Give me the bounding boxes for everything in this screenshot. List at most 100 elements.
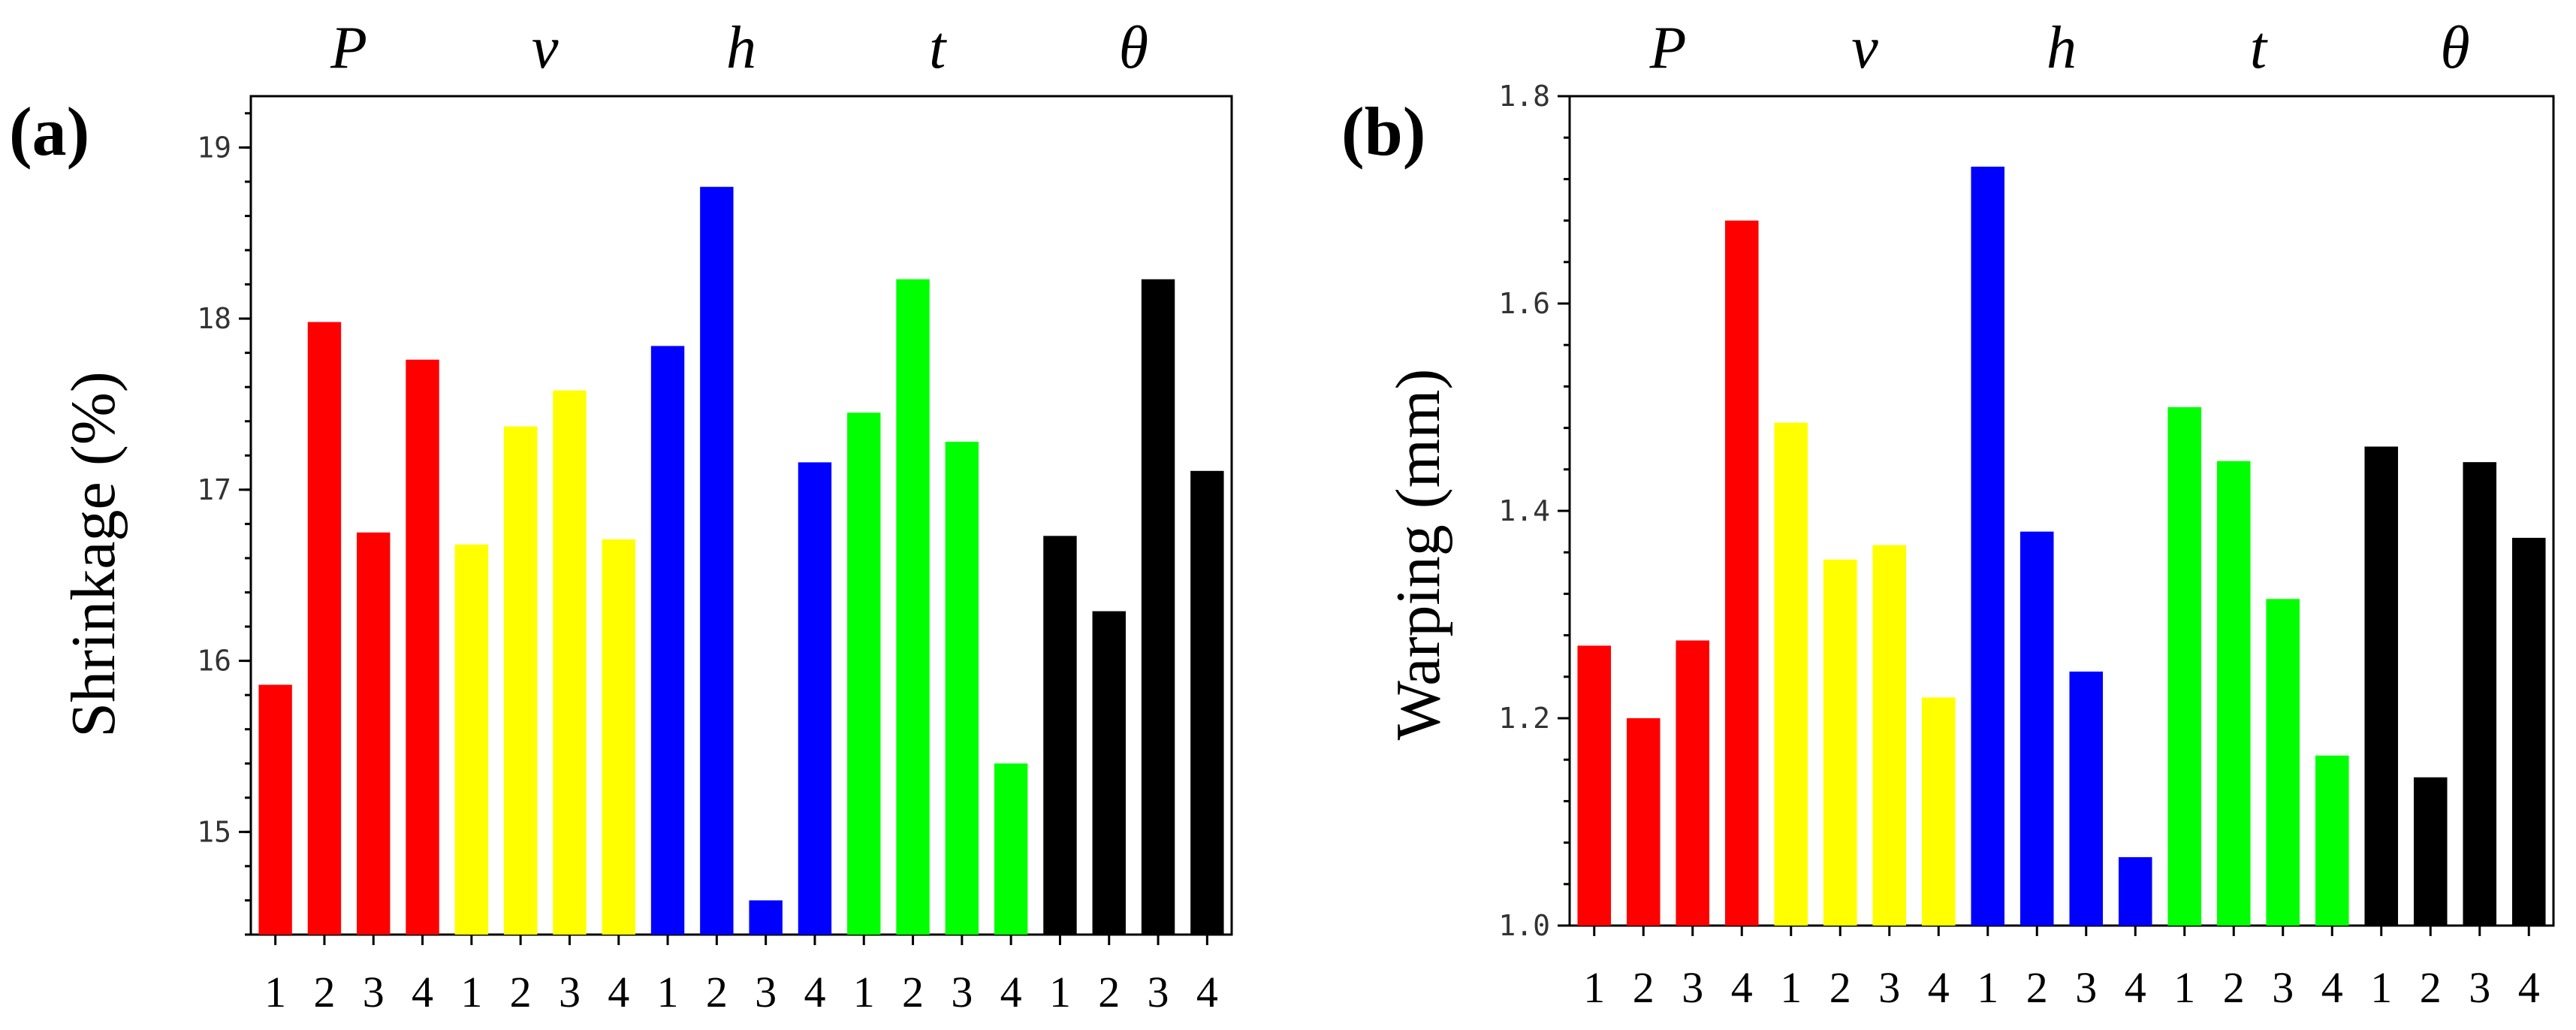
- chart-b-x-tick-label: 4: [2125, 963, 2146, 1012]
- chart-a-bar-v-4: [602, 539, 635, 935]
- chart-b-x-tick-label: 1: [2370, 963, 2392, 1012]
- chart-b-x-tick-label: 3: [2272, 963, 2294, 1012]
- chart-b-y-tick-label: 1.6: [1498, 287, 1550, 320]
- chart-b-bar-P-3: [1676, 640, 1710, 926]
- chart-a-y-tick-label: 19: [197, 131, 231, 164]
- chart-a-x-tick-label: 1: [264, 968, 286, 1016]
- chart-b-bar-v-3: [1872, 545, 1907, 926]
- chart-a-x-tick-label: 1: [853, 968, 875, 1016]
- chart-a-bar-θ-3: [1141, 279, 1175, 935]
- chart-b-bar-v-4: [1921, 697, 1956, 926]
- chart-b-bar-P-1: [1577, 645, 1612, 926]
- chart-a-x-tick-label: 3: [1148, 968, 1169, 1016]
- chart-a-x-tick-label: 2: [510, 968, 532, 1016]
- chart-b-bar-θ-2: [2413, 777, 2448, 926]
- chart-a-x-tick-label: 4: [1196, 968, 1218, 1016]
- chart-b-x-tick-label: 2: [2026, 963, 2048, 1012]
- chart-a-y-axis-label: Shrinkage (%): [59, 371, 128, 738]
- chart-b-x-tick-label: 2: [2420, 963, 2442, 1012]
- chart-a-x-tick-label: 4: [412, 968, 433, 1016]
- chart-a-bar-P-4: [406, 359, 439, 935]
- chart-a-bar-v-3: [553, 390, 587, 935]
- chart-b-bar-t-3: [2266, 599, 2300, 926]
- chart-a-x-tick-label: 1: [657, 968, 679, 1016]
- chart-b-bar-t-2: [2216, 461, 2251, 926]
- chart-b-bar-v-1: [1774, 422, 1808, 926]
- chart-b-x-tick-label: 1: [1780, 963, 1802, 1012]
- chart-b-y-axis-label: Warping (mm): [1383, 369, 1453, 741]
- chart-b-bar-h-3: [2069, 671, 2104, 926]
- chart-b-x-tick-label: 1: [1583, 963, 1605, 1012]
- chart-b-y-tick-label: 1.0: [1498, 909, 1550, 942]
- chart-b-x-tick-label: 4: [2321, 963, 2343, 1012]
- chart-a-group-label-2: h: [726, 15, 756, 81]
- chart-a-bar-h-3: [749, 900, 783, 935]
- chart-a-x-tick-label: 1: [460, 968, 482, 1016]
- chart-a-x-tick-label: 2: [902, 968, 924, 1016]
- chart-a-bar-P-1: [258, 684, 292, 935]
- chart-a-y-tick-label: 17: [197, 473, 231, 506]
- chart-b-bar-θ-4: [2511, 537, 2546, 926]
- chart-a-bar-θ-1: [1043, 536, 1077, 935]
- chart-b-bar-h-1: [1971, 166, 2005, 926]
- chart-a-group-label-0: P: [330, 15, 367, 81]
- chart-b-x-tick-label: 4: [1928, 963, 1950, 1012]
- chart-a-bar-P-2: [307, 322, 342, 935]
- chart-a-y-tick-label: 15: [197, 815, 231, 848]
- chart-a-bar-θ-2: [1092, 611, 1126, 935]
- chart-b-frame: [1568, 95, 2555, 927]
- chart-b-bar-t-1: [2167, 407, 2202, 926]
- panel-a-letter: (a): [9, 93, 89, 170]
- chart-a-bar-h-1: [650, 346, 685, 935]
- chart-b-x-tick-label: 4: [2518, 963, 2540, 1012]
- chart-a-group-label-1: v: [532, 15, 559, 81]
- chart-b-plot-area: 1.01.21.41.61.81 2 3 4P1 2 3 4v1 2 3 4h1 2 3 4t1 2 3 4θ: [1498, 15, 2555, 1012]
- chart-b-group-label-0: P: [1649, 15, 1687, 81]
- chart-a-x-tick-label: 2: [706, 968, 728, 1016]
- chart-a-frame: [249, 95, 1233, 936]
- chart-b-x-tick-label: 4: [1731, 963, 1753, 1012]
- chart-a-group-label-4: θ: [1119, 15, 1148, 81]
- chart-a-x-tick-label: 3: [363, 968, 385, 1016]
- chart-b-x-tick-label: 3: [1878, 963, 1900, 1012]
- chart-b-bar-h-4: [2118, 856, 2152, 926]
- chart-a-bar-t-2: [896, 279, 930, 935]
- chart-b-x-tick-label: 3: [2469, 963, 2490, 1012]
- chart-a-x-tick-label: 3: [951, 968, 973, 1016]
- chart-b-x-tick-label: 1: [1977, 963, 1998, 1012]
- chart-b-x-tick-label: 2: [2223, 963, 2245, 1012]
- chart-b-x-tick-label: 2: [1633, 963, 1654, 1012]
- chart-b-group-label-3: t: [2250, 15, 2268, 81]
- chart-a-y-tick-label: 18: [197, 302, 231, 335]
- chart-b-x-tick-label: 3: [2075, 963, 2097, 1012]
- chart-b-x-tick-label: 1: [2173, 963, 2195, 1012]
- chart-b-bar-t-4: [2315, 755, 2349, 926]
- chart-b: (b) Warping (mm) 1.01.21.41.61.81 2 3 4P1 2 3…: [1341, 15, 2555, 1012]
- chart-a-bar-h-2: [700, 186, 734, 935]
- chart-b-y-tick-label: 1.2: [1498, 702, 1550, 735]
- chart-b-bar-θ-1: [2364, 446, 2399, 926]
- chart-b-bar-P-2: [1626, 718, 1661, 926]
- panel-b-letter: (b): [1341, 93, 1425, 170]
- chart-b-group-label-2: h: [2047, 15, 2077, 81]
- chart-a-x-tick-label: 2: [313, 968, 335, 1016]
- chart-a-x-tick-label: 3: [755, 968, 777, 1016]
- chart-b-x-tick-label: 3: [1682, 963, 1703, 1012]
- chart-a-bar-v-1: [454, 544, 489, 935]
- chart-a-bar-t-1: [847, 412, 881, 935]
- chart-b-y-tick-label: 1.8: [1498, 80, 1550, 113]
- chart-a-x-tick-label: 3: [559, 968, 581, 1016]
- chart-a-x-tick-label: 4: [608, 968, 629, 1016]
- chart-a-x-tick-label: 2: [1098, 968, 1120, 1016]
- chart-b-bar-h-2: [2019, 531, 2054, 926]
- chart-a-bar-θ-4: [1190, 470, 1224, 935]
- chart-b-y-tick-label: 1.4: [1498, 494, 1550, 527]
- chart-b-group-label-1: v: [1851, 15, 1878, 81]
- chart-a-x-tick-label: 4: [1000, 968, 1022, 1016]
- chart-b-bar-P-4: [1724, 220, 1759, 926]
- chart-b-group-label-4: θ: [2440, 15, 2469, 81]
- chart-a-bar-t-3: [945, 442, 979, 935]
- chart-b-x-tick-label: 2: [1829, 963, 1851, 1012]
